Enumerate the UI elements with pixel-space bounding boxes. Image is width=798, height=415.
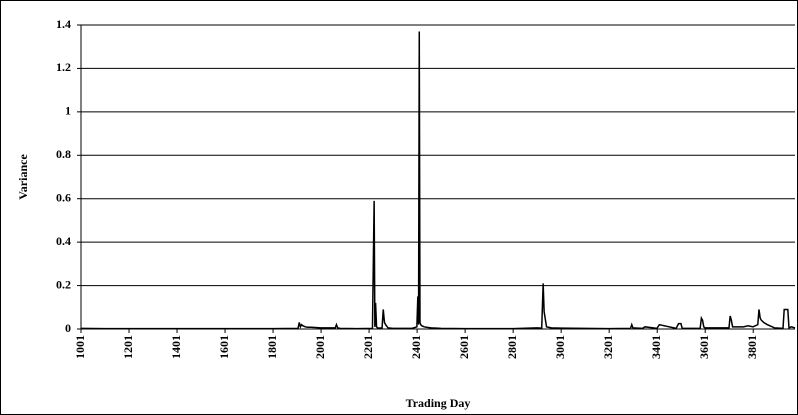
- x-tick-label: 2001: [313, 335, 327, 359]
- y-tick-label: 0.4: [56, 234, 71, 248]
- x-tick-label: 3001: [553, 335, 567, 359]
- y-tick-label: 0.2: [56, 277, 71, 291]
- x-tick-label: 2801: [505, 335, 519, 359]
- x-tick-label: 2601: [457, 335, 471, 359]
- x-tick-label: 1801: [265, 335, 279, 359]
- data-line: [80, 31, 796, 330]
- y-tick-label: 0: [65, 321, 71, 335]
- y-tick-label: 0.8: [56, 147, 71, 161]
- y-tick-label: 1.4: [56, 17, 71, 31]
- x-tick-label: 1401: [169, 335, 183, 359]
- x-tick-label: 3401: [649, 335, 663, 359]
- y-axis-label: Variance: [16, 154, 30, 200]
- y-tick-label: 1.2: [56, 60, 71, 74]
- x-tick-label: 1201: [121, 335, 135, 359]
- x-tick-label: 3201: [601, 335, 615, 359]
- x-tick-label: 3601: [697, 335, 711, 359]
- y-tick-label: 0.6: [56, 190, 71, 204]
- x-tick-label: 1001: [73, 335, 87, 359]
- x-tick-label: 1601: [217, 335, 231, 359]
- x-axis-label: Trading Day: [406, 396, 471, 410]
- x-tick-label: 2401: [409, 335, 423, 359]
- x-tick-label: 3801: [745, 335, 759, 359]
- y-tick-label: 1: [65, 104, 71, 118]
- x-tick-label: 2201: [361, 335, 375, 359]
